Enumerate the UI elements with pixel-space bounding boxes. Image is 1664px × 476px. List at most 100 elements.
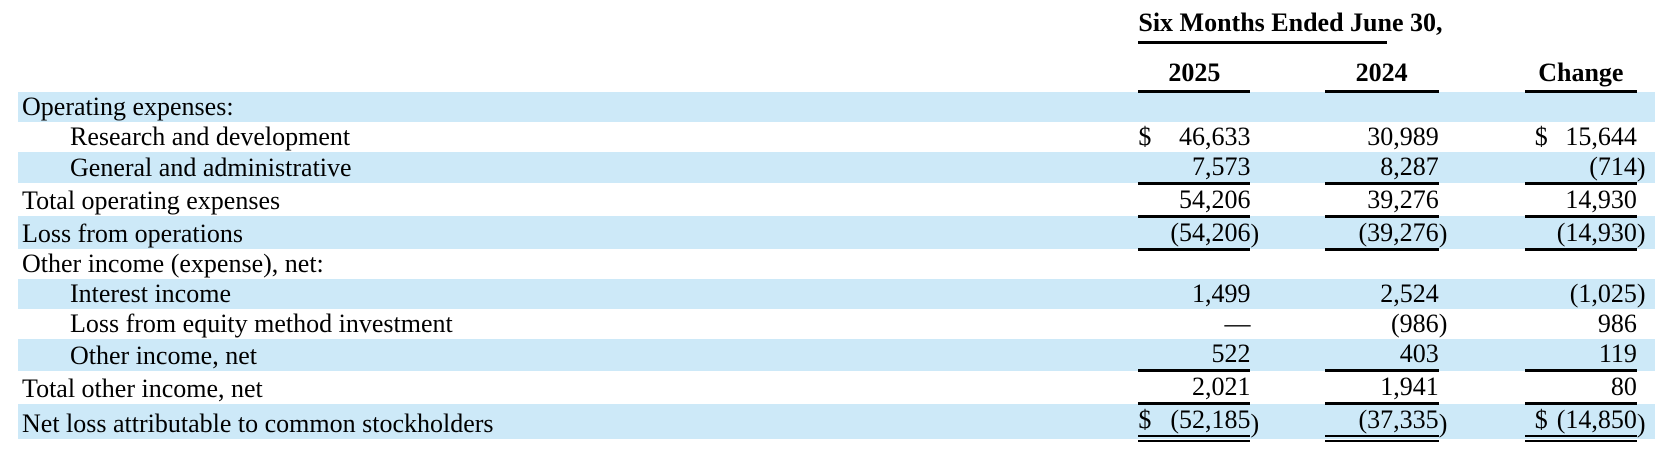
header-spacer <box>1637 44 1655 92</box>
column-gap <box>1455 183 1525 216</box>
value-cell <box>1555 249 1637 279</box>
value-cell: 54,206 <box>1168 183 1251 218</box>
column-gap <box>1455 309 1525 339</box>
column-gap <box>1267 404 1325 439</box>
dollar-sign-cell <box>1325 122 1355 152</box>
column-header-row: 2025 2024 Change <box>18 44 1655 93</box>
table-row: Loss from operations (54,206) (39,276) (14,… <box>18 216 1655 251</box>
paren-cell <box>1439 339 1455 371</box>
row-label: Interest income <box>70 279 231 308</box>
dollar-sign-cell: $ <box>1534 121 1548 151</box>
table-row: Research and development $46,633 30,989 $15… <box>18 122 1655 152</box>
paren-cell: ) <box>1636 153 1646 182</box>
dollar-sign-cell <box>1324 370 1355 405</box>
header-spacer <box>1439 44 1455 92</box>
paren-cell: ) <box>1636 219 1646 248</box>
header-spacer <box>1267 44 1325 92</box>
column-gap <box>1267 216 1325 249</box>
value-cell: 986 <box>1597 309 1637 338</box>
column-gap <box>1455 122 1525 152</box>
paren-cell <box>1439 371 1455 404</box>
paren-cell <box>1439 122 1455 152</box>
paren-cell <box>1250 183 1266 216</box>
dollar-sign-cell <box>1525 249 1555 279</box>
dollar-sign-cell <box>1138 370 1169 405</box>
value-cell: 8,287 <box>1354 151 1439 185</box>
table-header: Six Months Ended June 30, 2025 2024 Chan… <box>18 8 1655 93</box>
value-cell: 1,499 <box>1191 279 1251 308</box>
table-row: Other income, net 522 403 119 <box>18 339 1655 372</box>
paren-cell <box>1637 249 1655 279</box>
col-header-2025: 2025 <box>1138 44 1251 93</box>
paren-cell: ) <box>1636 279 1646 308</box>
column-gap <box>1455 279 1525 309</box>
value-cell: 2,021 <box>1168 370 1251 405</box>
paren-cell <box>1439 92 1455 122</box>
dollar-sign-cell <box>1138 216 1169 251</box>
value-cell <box>1355 92 1439 122</box>
table-body: Operating expenses: Research and developm… <box>18 91 1655 442</box>
value-cell: 30,989 <box>1367 121 1439 151</box>
dollar-sign-cell: $ <box>1524 403 1555 442</box>
column-gap <box>1455 249 1525 279</box>
paren-cell: ) <box>1438 219 1448 248</box>
paren-cell <box>1250 152 1266 184</box>
column-gap <box>1267 152 1325 184</box>
value-cell: (1,025 <box>1569 279 1637 308</box>
paren-cell: ) <box>1438 408 1448 438</box>
paren-cell <box>1637 309 1655 339</box>
column-gap <box>1267 339 1325 371</box>
table-row: General and administrative 7,573 8,287 (714… <box>18 151 1655 185</box>
column-gap <box>1267 371 1325 404</box>
row-label: Loss from operations <box>22 219 243 248</box>
value-cell: 80 <box>1554 370 1637 405</box>
paren-cell <box>1439 183 1455 216</box>
value-cell: 39,276 <box>1354 183 1439 218</box>
value-cell: (714 <box>1554 151 1637 185</box>
header-spacer <box>1525 8 1655 44</box>
dollar-sign-cell <box>1138 151 1169 185</box>
value-cell: 522 <box>1168 339 1251 372</box>
column-gap <box>1267 249 1325 279</box>
value-cell: (14,930 <box>1554 216 1637 251</box>
column-gap <box>1267 122 1325 152</box>
column-gap <box>1455 216 1525 249</box>
table-row: Net loss attributable to common stockhol… <box>18 403 1655 442</box>
value-cell <box>1168 249 1250 279</box>
paren-cell <box>1637 339 1655 371</box>
paren-cell <box>1250 249 1266 279</box>
column-gap <box>1267 279 1325 309</box>
header-spacer <box>18 8 1138 44</box>
value-cell: 403 <box>1354 339 1439 372</box>
dollar-sign-cell <box>1324 151 1355 185</box>
value-cell: 7,573 <box>1168 151 1251 185</box>
table-row: Other income (expense), net: <box>18 249 1655 279</box>
column-gap <box>1267 92 1325 122</box>
paren-cell <box>1250 122 1266 152</box>
value-cell: 1,941 <box>1354 370 1439 405</box>
header-spacer <box>1455 44 1525 92</box>
value-cell: (39,276 <box>1354 216 1439 251</box>
paren-cell <box>1439 279 1455 309</box>
paren-cell: ) <box>1636 408 1646 438</box>
dollar-sign-cell <box>1324 339 1355 372</box>
header-spacer <box>1250 44 1266 92</box>
value-cell <box>1355 249 1439 279</box>
dollar-sign-cell <box>1325 309 1355 339</box>
value-cell <box>1168 92 1250 122</box>
dollar-sign-cell <box>1138 309 1168 339</box>
paren-cell <box>1637 92 1655 122</box>
col-header-change: Change <box>1524 44 1637 93</box>
column-gap <box>1267 183 1325 216</box>
header-spacer <box>18 44 1138 92</box>
period-header-cell: Six Months Ended June 30, <box>1138 8 1443 44</box>
value-cell: — <box>1224 309 1251 338</box>
table-row: Loss from equity method investment — (986)… <box>18 309 1655 339</box>
column-gap <box>1267 309 1325 339</box>
column-gap <box>1455 92 1525 122</box>
paren-cell <box>1637 122 1655 152</box>
row-label: Other income, net <box>70 340 257 370</box>
value-cell <box>1555 92 1637 122</box>
dollar-sign-cell <box>1524 183 1555 218</box>
paren-cell <box>1439 249 1455 279</box>
